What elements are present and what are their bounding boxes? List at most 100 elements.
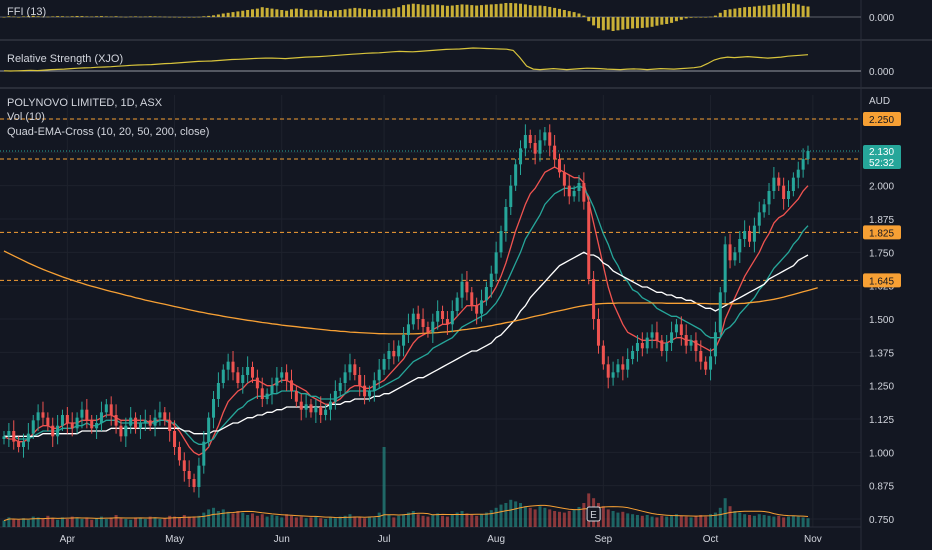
candle[interactable] (153, 409, 157, 437)
candle[interactable] (762, 199, 766, 218)
candle[interactable] (445, 311, 449, 335)
candle[interactable] (538, 129, 542, 162)
candle[interactable] (21, 433, 26, 458)
volume-legend[interactable]: Vol (10) (7, 111, 45, 123)
candle[interactable] (406, 313, 410, 343)
candle[interactable] (674, 319, 678, 338)
candle[interactable] (109, 396, 113, 426)
candle[interactable] (801, 148, 805, 178)
candle[interactable] (216, 372, 220, 407)
candle[interactable] (90, 415, 94, 434)
candle[interactable] (786, 180, 791, 207)
candle[interactable] (577, 175, 581, 202)
candle[interactable] (791, 172, 795, 197)
horizontal-levels[interactable] (0, 118, 861, 281)
candle[interactable] (777, 172, 781, 191)
candle[interactable] (182, 452, 186, 482)
candle[interactable] (187, 460, 191, 487)
symbol-title[interactable]: POLYNOVO LIMITED, 1D, ASX (7, 97, 163, 109)
candle[interactable] (333, 380, 337, 410)
candle[interactable] (470, 287, 474, 311)
candle[interactable] (767, 183, 771, 215)
candle[interactable] (601, 340, 605, 370)
candle[interactable] (782, 177, 786, 210)
candle[interactable] (31, 415, 35, 439)
candle[interactable] (548, 124, 552, 157)
candle[interactable] (431, 313, 435, 343)
candle[interactable] (796, 161, 800, 189)
candle[interactable] (255, 369, 259, 399)
candle[interactable] (382, 353, 386, 375)
candle[interactable] (260, 377, 264, 407)
candle[interactable] (416, 305, 420, 330)
candle[interactable] (694, 332, 698, 362)
candle[interactable] (723, 236, 727, 303)
candle[interactable] (192, 473, 196, 493)
candle[interactable] (713, 321, 717, 365)
price-pane[interactable]: POLYNOVO LIMITED, 1D, ASX Vol (10) Quad-… (0, 96, 890, 527)
candle[interactable] (572, 185, 576, 202)
candle[interactable] (168, 412, 172, 442)
candle[interactable] (7, 423, 11, 447)
candle[interactable] (17, 436, 21, 453)
candle[interactable] (70, 412, 74, 437)
earnings-marker[interactable]: E (586, 506, 601, 522)
candle[interactable] (465, 271, 469, 301)
candle[interactable] (626, 348, 630, 378)
candle[interactable] (250, 361, 255, 383)
rs-title[interactable]: Relative Strength (XJO) (7, 53, 123, 65)
candle[interactable] (314, 399, 318, 423)
candle[interactable] (738, 231, 742, 263)
candle[interactable] (41, 401, 45, 426)
candle[interactable] (75, 412, 79, 434)
ema-legend[interactable]: Quad-EMA-Cross (10, 20, 50, 200, close) (7, 126, 209, 138)
candle[interactable] (348, 353, 352, 381)
candle[interactable] (684, 324, 688, 354)
candle[interactable] (733, 247, 737, 266)
candle[interactable] (689, 335, 693, 351)
candle[interactable] (494, 241, 498, 282)
candle[interactable] (635, 335, 639, 362)
candle[interactable] (582, 172, 586, 210)
candle[interactable] (587, 196, 591, 285)
candle[interactable] (562, 164, 566, 197)
candle[interactable] (660, 335, 664, 357)
candle[interactable] (12, 420, 16, 450)
candle[interactable] (270, 377, 274, 405)
candle[interactable] (621, 356, 625, 381)
candle[interactable] (241, 367, 245, 394)
candle[interactable] (236, 367, 240, 389)
ffi-pane[interactable]: FFI (13) 0.000 (0, 3, 894, 31)
candle[interactable] (304, 393, 308, 418)
candle[interactable] (421, 308, 425, 335)
candle[interactable] (294, 385, 298, 407)
candle[interactable] (207, 412, 211, 447)
candle[interactable] (509, 175, 513, 215)
candle[interactable] (134, 412, 138, 434)
candle[interactable] (475, 297, 479, 325)
candle[interactable] (377, 359, 381, 389)
candle[interactable] (197, 457, 201, 498)
candle[interactable] (699, 340, 703, 370)
candle[interactable] (499, 225, 503, 258)
candle[interactable] (709, 348, 713, 381)
candle[interactable] (645, 332, 649, 354)
candle[interactable] (95, 415, 99, 439)
candle[interactable] (655, 321, 659, 349)
candle[interactable] (99, 401, 103, 431)
candle[interactable] (426, 321, 430, 338)
candle[interactable] (309, 399, 313, 418)
candle[interactable] (173, 420, 177, 455)
candle[interactable] (528, 129, 532, 149)
candle[interactable] (670, 321, 674, 351)
candle[interactable] (392, 340, 396, 365)
candle[interactable] (631, 345, 635, 365)
candle[interactable] (299, 393, 303, 421)
candle[interactable] (514, 159, 518, 191)
candle[interactable] (231, 351, 235, 381)
relative-strength-pane[interactable]: Relative Strength (XJO) 0.000 (0, 47, 894, 78)
candle[interactable] (752, 217, 756, 253)
candle[interactable] (679, 316, 683, 346)
candle[interactable] (557, 153, 562, 178)
candle[interactable] (265, 388, 269, 405)
